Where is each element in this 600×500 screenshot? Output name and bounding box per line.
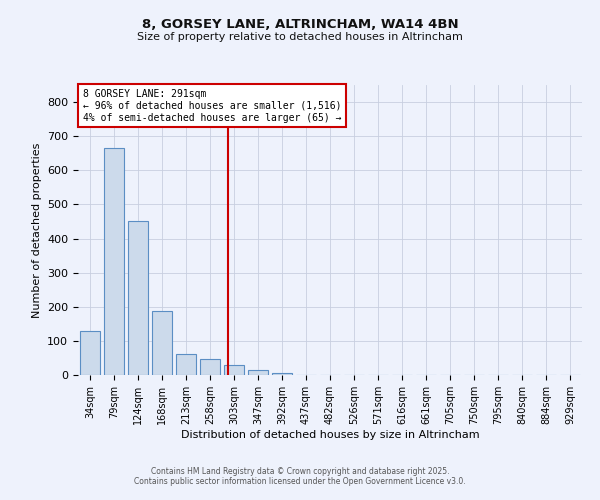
Bar	[176, 354, 196, 375]
Text: 8, GORSEY LANE, ALTRINCHAM, WA14 4BN: 8, GORSEY LANE, ALTRINCHAM, WA14 4BN	[142, 18, 458, 30]
Text: Contains HM Land Registry data © Crown copyright and database right 2025.: Contains HM Land Registry data © Crown c…	[151, 467, 449, 476]
Text: Contains public sector information licensed under the Open Government Licence v3: Contains public sector information licen…	[134, 477, 466, 486]
X-axis label: Distribution of detached houses by size in Altrincham: Distribution of detached houses by size …	[181, 430, 479, 440]
Y-axis label: Number of detached properties: Number of detached properties	[32, 142, 41, 318]
Bar	[272, 373, 292, 375]
Bar	[128, 222, 148, 375]
Bar	[104, 148, 124, 375]
Bar	[200, 358, 220, 375]
Text: 8 GORSEY LANE: 291sqm
← 96% of detached houses are smaller (1,516)
4% of semi-de: 8 GORSEY LANE: 291sqm ← 96% of detached …	[83, 90, 341, 122]
Bar	[80, 332, 100, 375]
Bar	[152, 311, 172, 375]
Bar	[248, 370, 268, 375]
Bar	[224, 366, 244, 375]
Text: Size of property relative to detached houses in Altrincham: Size of property relative to detached ho…	[137, 32, 463, 42]
